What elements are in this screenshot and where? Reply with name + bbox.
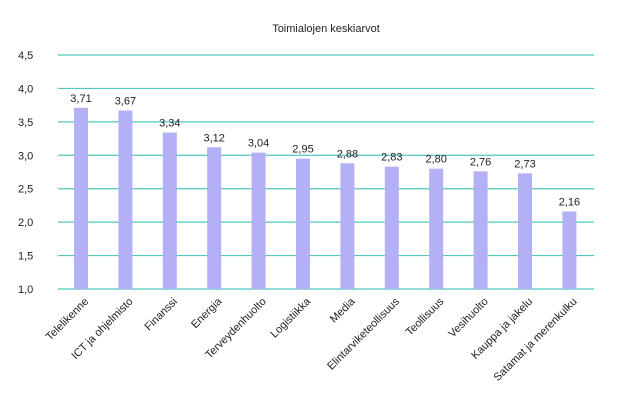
data-label: 3,34 — [159, 118, 180, 130]
bar — [162, 132, 177, 289]
category-label: Telelikenne — [44, 296, 91, 343]
bar — [518, 173, 532, 289]
bar — [74, 107, 88, 290]
bar — [429, 168, 444, 289]
chart-title: Toimialojen keskiarvot — [272, 23, 380, 35]
bar-layer — [74, 107, 577, 290]
category-label: Satamat ja merenkulku — [492, 296, 580, 384]
y-tick-label: 1,0 — [18, 284, 33, 296]
y-tick-label: 1,5 — [18, 251, 33, 263]
data-label: 3,04 — [248, 138, 269, 150]
bar — [207, 147, 222, 289]
category-label: Logistiikka — [268, 295, 313, 340]
y-tick-label: 4,5 — [18, 50, 33, 62]
y-tick-label: 3,5 — [18, 117, 33, 129]
bar — [384, 166, 399, 289]
y-tick-label: 3,0 — [18, 150, 33, 162]
data-label: 3,12 — [203, 132, 224, 144]
data-label: 3,71 — [70, 93, 91, 105]
data-label: 2,80 — [425, 154, 446, 166]
bar — [251, 152, 266, 289]
category-label: Vesihuolto — [446, 296, 490, 340]
grid-layer: 1,0 1,5 2,0 2,5 3,0 3,5 4,0 4,5 — [18, 50, 594, 296]
category-label: Media — [328, 295, 358, 325]
y-tick-label: 2,0 — [18, 217, 33, 229]
data-label: 2,16 — [559, 196, 580, 208]
category-label: Energia — [189, 295, 225, 331]
bar — [340, 163, 355, 289]
bar — [473, 171, 488, 289]
data-label: 2,73 — [514, 158, 535, 170]
bar — [296, 158, 310, 289]
category-label: Teollisuus — [404, 295, 447, 338]
y-tick-label: 4,0 — [18, 83, 33, 95]
data-label: 3,67 — [115, 95, 136, 107]
bar — [562, 211, 577, 289]
data-label: 2,88 — [337, 148, 358, 160]
category-label: Finanssi — [143, 296, 180, 333]
data-label: 2,83 — [381, 152, 402, 164]
y-tick-label: 2,5 — [18, 184, 33, 196]
data-label: 2,76 — [470, 156, 491, 168]
bar — [118, 110, 133, 290]
data-label: 2,95 — [292, 144, 313, 156]
